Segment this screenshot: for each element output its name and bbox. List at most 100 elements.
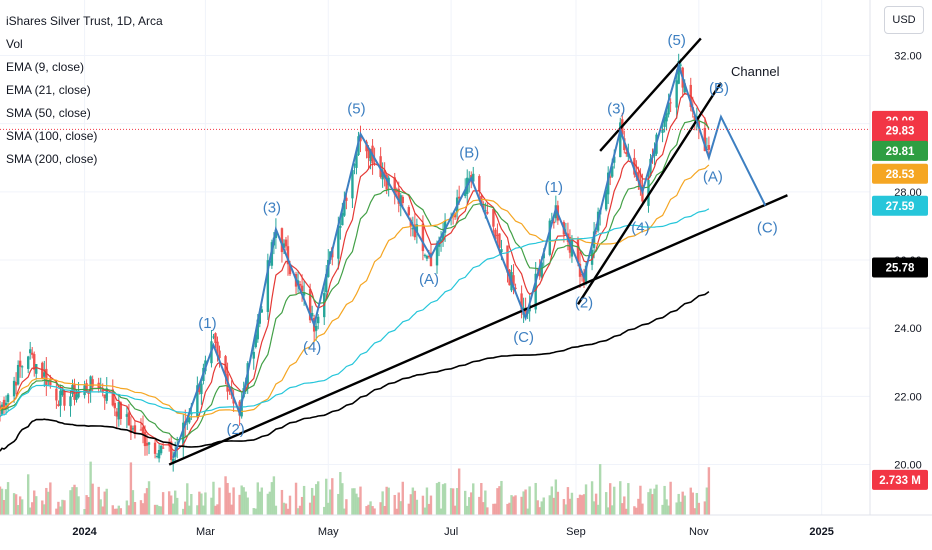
indicator-sma100[interactable]: SMA (100, close) <box>6 129 98 143</box>
volume-bar <box>500 480 503 515</box>
wave-labels: (1) (2) (3) (4) (5) (A) (B) (C) (1) (2) (3) (4) (5) (… <box>198 32 777 438</box>
wave-label: (5) <box>667 32 685 49</box>
candle-body <box>83 385 86 396</box>
wave-label: (3) <box>607 100 625 117</box>
wave-polyline[interactable] <box>172 62 767 459</box>
volume-bar <box>552 497 556 515</box>
volume-bar <box>232 487 235 515</box>
candle-body <box>619 122 622 158</box>
volume-bar <box>204 492 207 515</box>
candle-body <box>443 220 447 233</box>
indicator-vol[interactable]: Vol <box>6 37 23 51</box>
volume-bar <box>224 476 227 515</box>
volume-bar <box>184 501 187 515</box>
indicator-sma50[interactable]: SMA (50, close) <box>6 106 91 120</box>
volume-bar <box>188 505 191 515</box>
trend-line[interactable] <box>599 37 702 152</box>
volume-bar <box>536 500 539 515</box>
candle-body <box>576 239 580 263</box>
candle-body <box>31 352 34 355</box>
candle-body <box>421 223 425 252</box>
volume-bar <box>288 495 292 515</box>
volume-bar <box>596 504 600 515</box>
candle-body <box>2 399 6 410</box>
volume-bar <box>133 502 137 515</box>
price-label-text: 29.81 <box>886 146 915 158</box>
volume-bar <box>395 508 398 515</box>
volume-bar <box>6 482 10 515</box>
candle-body <box>395 190 398 193</box>
wave-label: (B) <box>709 80 729 97</box>
candle-body <box>415 224 419 233</box>
candle-body <box>439 239 443 243</box>
volume-bar <box>300 496 304 515</box>
candle-body <box>353 164 356 166</box>
volume-bar <box>302 485 306 515</box>
candle-body <box>498 233 501 248</box>
candle-body <box>244 387 247 390</box>
volume-bar <box>399 501 402 515</box>
volume-bar <box>661 504 664 515</box>
price-label-box <box>872 469 928 490</box>
volume-bar <box>423 507 427 515</box>
volume-bar <box>633 506 636 515</box>
candle-body <box>609 176 612 178</box>
candle-body <box>355 154 358 168</box>
volume-bar <box>316 481 320 515</box>
volume-bar <box>274 505 278 515</box>
ema9-line <box>0 92 710 452</box>
candle-body <box>133 425 137 434</box>
volume-bar <box>85 495 88 515</box>
volume-bar <box>145 488 149 515</box>
volume-bar <box>111 505 114 515</box>
candle-body <box>413 224 417 238</box>
volume-bar <box>578 494 582 515</box>
candle-body <box>131 428 135 430</box>
candle-body <box>677 61 680 84</box>
candle-body <box>590 249 594 265</box>
volume-bar <box>466 505 469 515</box>
volume-bar <box>393 494 396 515</box>
volume-bar <box>367 504 370 515</box>
candle-body <box>0 405 2 411</box>
candle-body <box>119 402 123 419</box>
volume-bar <box>627 483 630 515</box>
volume-bar <box>256 482 259 515</box>
candle-body <box>214 333 217 344</box>
volume-bar <box>641 503 644 515</box>
volume-bar <box>212 481 215 515</box>
volume-bar <box>707 467 711 515</box>
price-label-text: 2.733 M <box>879 475 921 487</box>
volume-bar <box>343 508 346 515</box>
volume-bar <box>49 482 52 515</box>
price-label-box <box>872 163 928 184</box>
x-axis[interactable]: 2024 Mar May Jul Sep Nov 2025 <box>72 526 834 538</box>
candle-body <box>69 396 72 407</box>
volume-bar <box>451 488 455 515</box>
volume-bar <box>514 495 517 515</box>
volume-bar <box>129 462 133 515</box>
indicator-ema21[interactable]: EMA (21, close) <box>6 83 91 97</box>
trend-line[interactable] <box>576 82 722 305</box>
candle-body <box>506 245 509 273</box>
currency-button[interactable]: USD <box>884 6 924 34</box>
candle-body <box>103 394 106 399</box>
volume-bar <box>270 482 274 515</box>
volume-bar <box>159 506 163 515</box>
candle-body <box>578 263 582 277</box>
volume-bar <box>604 492 608 515</box>
volume-bar <box>351 488 354 515</box>
indicator-sma200[interactable]: SMA (200, close) <box>6 152 98 166</box>
chart-title[interactable]: iShares Silver Trust, 1D, Arca <box>6 14 163 28</box>
volume-bar <box>127 505 131 515</box>
indicator-ema9[interactable]: EMA (9, close) <box>6 60 85 74</box>
candle-body <box>496 234 499 236</box>
volume-bar <box>337 493 340 515</box>
x-tick-label: 2024 <box>72 526 97 538</box>
volume-bar <box>564 504 568 515</box>
volume-bar <box>427 503 431 515</box>
trend-line[interactable] <box>168 194 788 466</box>
volume-bar <box>268 491 272 515</box>
price-label-text: 27.59 <box>886 201 915 213</box>
